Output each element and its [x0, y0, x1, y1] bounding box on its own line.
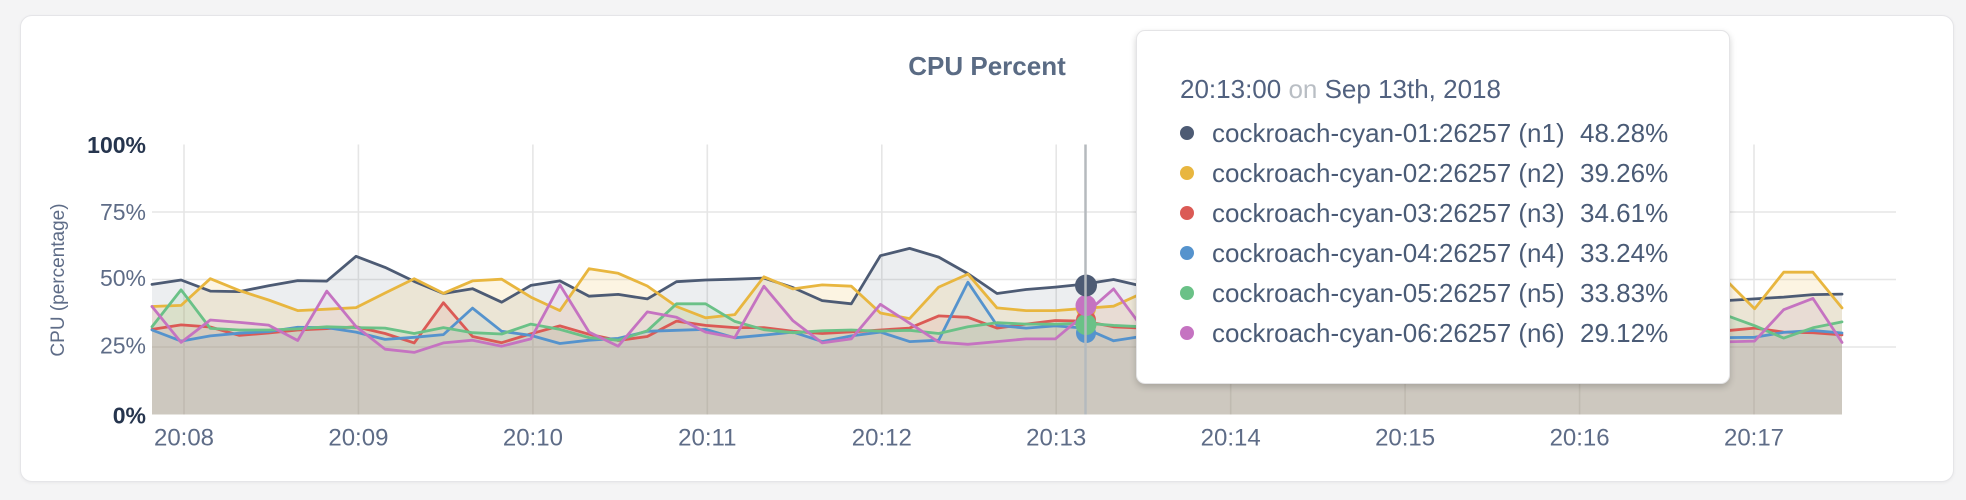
svg-text:20:09: 20:09 — [328, 425, 388, 452]
svg-text:0%: 0% — [113, 403, 146, 429]
svg-text:20:12: 20:12 — [852, 425, 912, 452]
svg-text:20:08: 20:08 — [154, 425, 214, 452]
svg-text:75%: 75% — [100, 199, 146, 225]
svg-text:20:13: 20:13 — [1026, 425, 1086, 452]
svg-text:CPU Percent: CPU Percent — [908, 51, 1066, 81]
svg-text:20:15: 20:15 — [1375, 425, 1435, 452]
svg-text:20:10: 20:10 — [503, 425, 563, 452]
svg-text:25%: 25% — [100, 333, 146, 359]
svg-text:CPU (percentage): CPU (percentage) — [48, 203, 69, 356]
svg-text:20:16: 20:16 — [1550, 425, 1610, 452]
svg-text:50%: 50% — [100, 265, 146, 291]
svg-text:20:11: 20:11 — [678, 425, 736, 452]
svg-text:20:14: 20:14 — [1201, 425, 1261, 452]
svg-text:100%: 100% — [87, 132, 146, 158]
svg-text:20:17: 20:17 — [1724, 425, 1784, 452]
